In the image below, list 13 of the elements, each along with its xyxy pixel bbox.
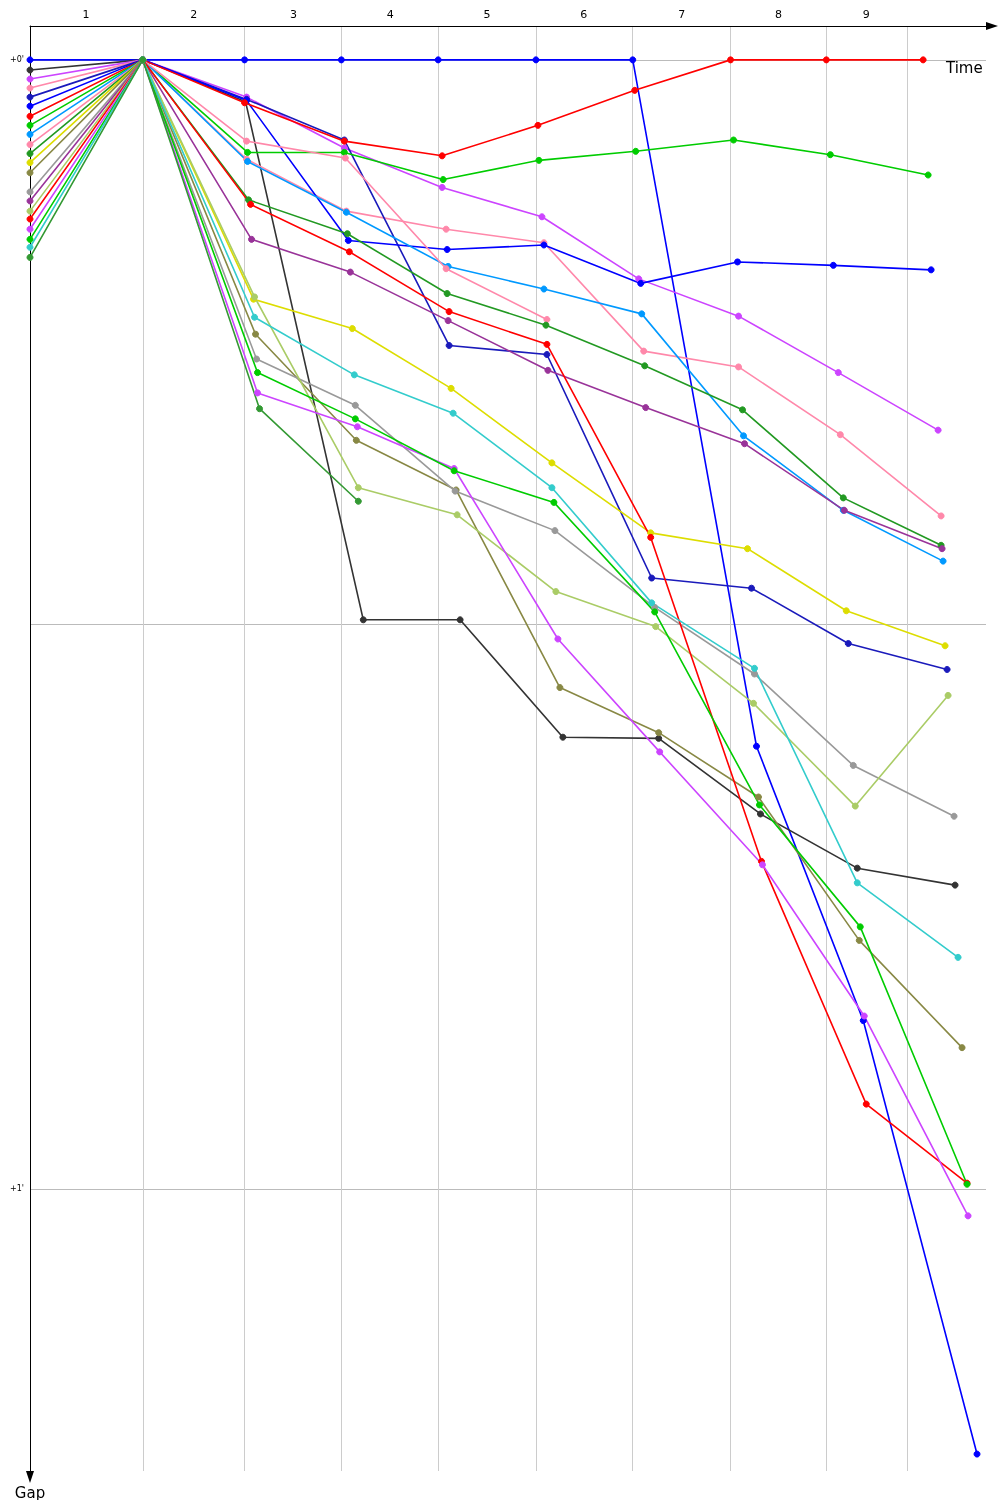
x-tick-label: 6 <box>580 8 588 21</box>
x-tick-label: 8 <box>774 8 782 21</box>
y-tick-label: +0' <box>10 55 24 65</box>
x-tick-label: 7 <box>678 8 686 21</box>
x-tick-label: 3 <box>289 8 297 21</box>
x-tick-label: 9 <box>862 8 870 21</box>
y-tick-label: +1' <box>10 1184 24 1194</box>
x-tick-label: 1 <box>82 8 90 21</box>
x-tick-label: 4 <box>386 8 394 21</box>
x-axis-title: Time <box>945 58 983 77</box>
x-tick-label: 5 <box>483 8 491 21</box>
x-tick-label: 2 <box>190 8 198 21</box>
y-axis-title: Gap <box>14 1483 46 1500</box>
